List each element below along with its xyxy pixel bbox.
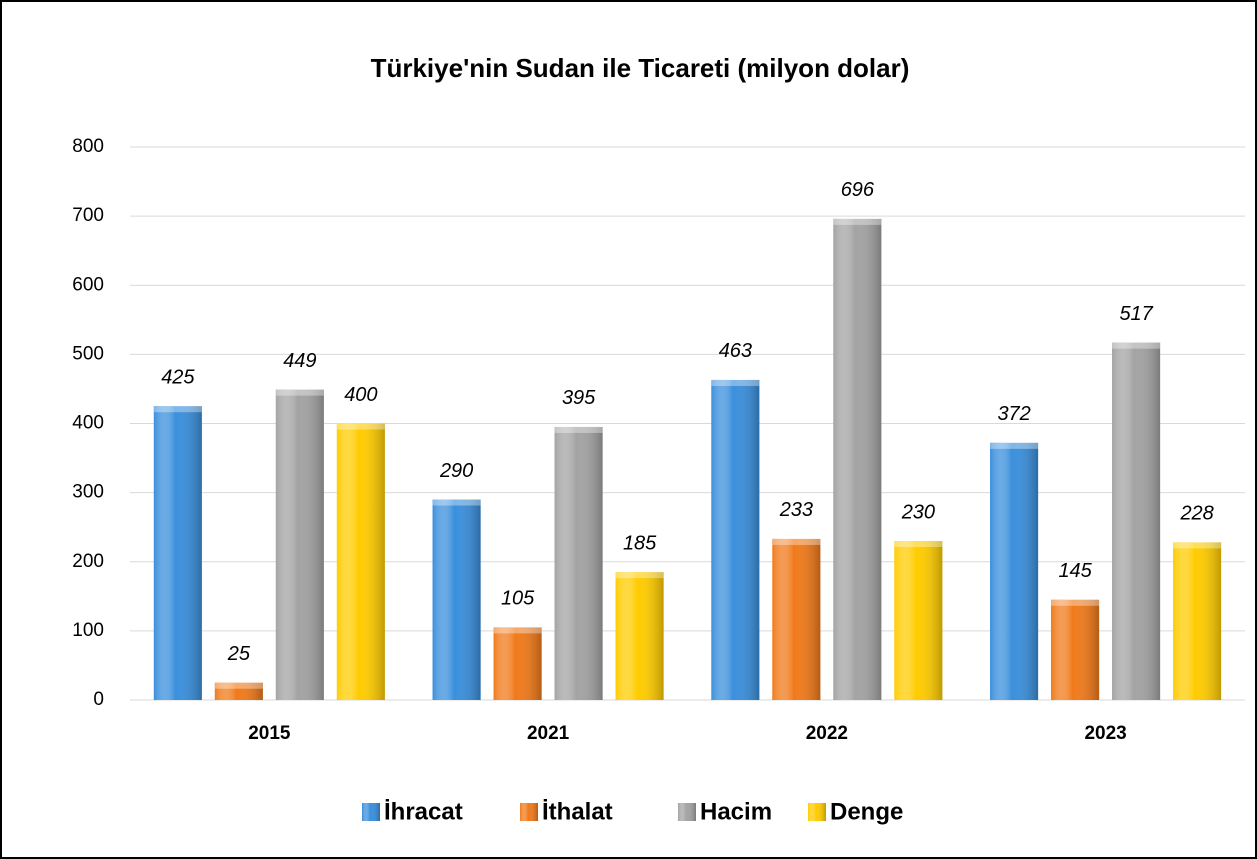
bar-cap	[493, 627, 542, 634]
y-tick-label: 0	[93, 689, 104, 710]
bar-shade	[1173, 542, 1222, 700]
chart-title: Türkiye'nin Sudan ile Ticareti (milyon d…	[371, 53, 910, 83]
data-label: 372	[997, 403, 1030, 425]
y-tick-label: 800	[72, 136, 104, 157]
bar-shade	[1112, 342, 1161, 700]
bar-shade	[153, 406, 202, 700]
bar-shade	[833, 218, 882, 700]
x-tick-label: 2021	[527, 723, 570, 744]
legend-label: Denge	[830, 798, 903, 825]
bar-shade	[990, 442, 1039, 700]
bar-cap	[990, 442, 1039, 449]
x-tick-label: 2022	[806, 723, 848, 744]
legend-swatch-shade	[808, 803, 826, 821]
bar-cap	[711, 379, 760, 386]
data-label: 395	[562, 387, 596, 409]
data-label: 463	[719, 340, 752, 362]
bar-shade	[554, 426, 603, 700]
bar-shade	[214, 682, 263, 700]
bar-shade	[894, 541, 943, 700]
y-tick-label: 300	[72, 482, 104, 503]
bar-cap	[1112, 342, 1161, 349]
bar-cap	[275, 389, 324, 396]
bar-shade	[1051, 599, 1100, 700]
bar-shade	[711, 379, 760, 700]
bar-cap	[1051, 599, 1100, 606]
legend-label: İhracat	[384, 798, 463, 825]
bar-shade	[336, 423, 385, 700]
bar-cap	[894, 541, 943, 548]
y-tick-label: 600	[72, 274, 104, 295]
data-label: 290	[439, 460, 473, 482]
data-label: 230	[901, 501, 935, 523]
data-label: 425	[161, 367, 195, 389]
y-tick-label: 200	[72, 551, 104, 572]
legend-label: İthalat	[542, 798, 613, 825]
bar-shade	[615, 572, 664, 700]
legend-swatch-shade	[678, 803, 696, 821]
data-label: 400	[344, 384, 377, 406]
bar-cap	[772, 538, 821, 545]
bar-cap	[336, 423, 385, 430]
bar-cap	[432, 499, 481, 506]
y-tick-label: 100	[72, 620, 104, 641]
legend-swatch-shade	[520, 803, 538, 821]
y-tick-label: 500	[72, 343, 104, 364]
x-tick-label: 2015	[248, 723, 291, 744]
data-label: 145	[1058, 560, 1092, 582]
bar-cap	[833, 218, 882, 225]
data-label: 105	[501, 588, 535, 610]
data-label: 185	[623, 532, 657, 554]
data-label: 449	[283, 350, 316, 372]
bar-cap	[554, 426, 603, 433]
x-tick-label: 2023	[1084, 723, 1126, 744]
data-label: 233	[779, 499, 813, 521]
bar-cap	[214, 682, 263, 689]
data-label: 228	[1179, 503, 1213, 525]
bar-shade	[432, 499, 481, 700]
y-tick-label: 400	[72, 413, 104, 434]
bar-shade	[493, 627, 542, 700]
bar-cap	[153, 406, 202, 413]
bar-cap	[1173, 542, 1222, 549]
bar-shade	[275, 389, 324, 700]
data-label: 696	[841, 179, 875, 201]
bar-shade	[772, 538, 821, 700]
y-tick-label: 700	[72, 205, 104, 226]
bar-cap	[615, 572, 664, 579]
data-label: 517	[1119, 303, 1153, 325]
data-label: 25	[227, 643, 251, 665]
legend-label: Hacim	[700, 798, 772, 825]
legend-swatch-shade	[362, 803, 380, 821]
